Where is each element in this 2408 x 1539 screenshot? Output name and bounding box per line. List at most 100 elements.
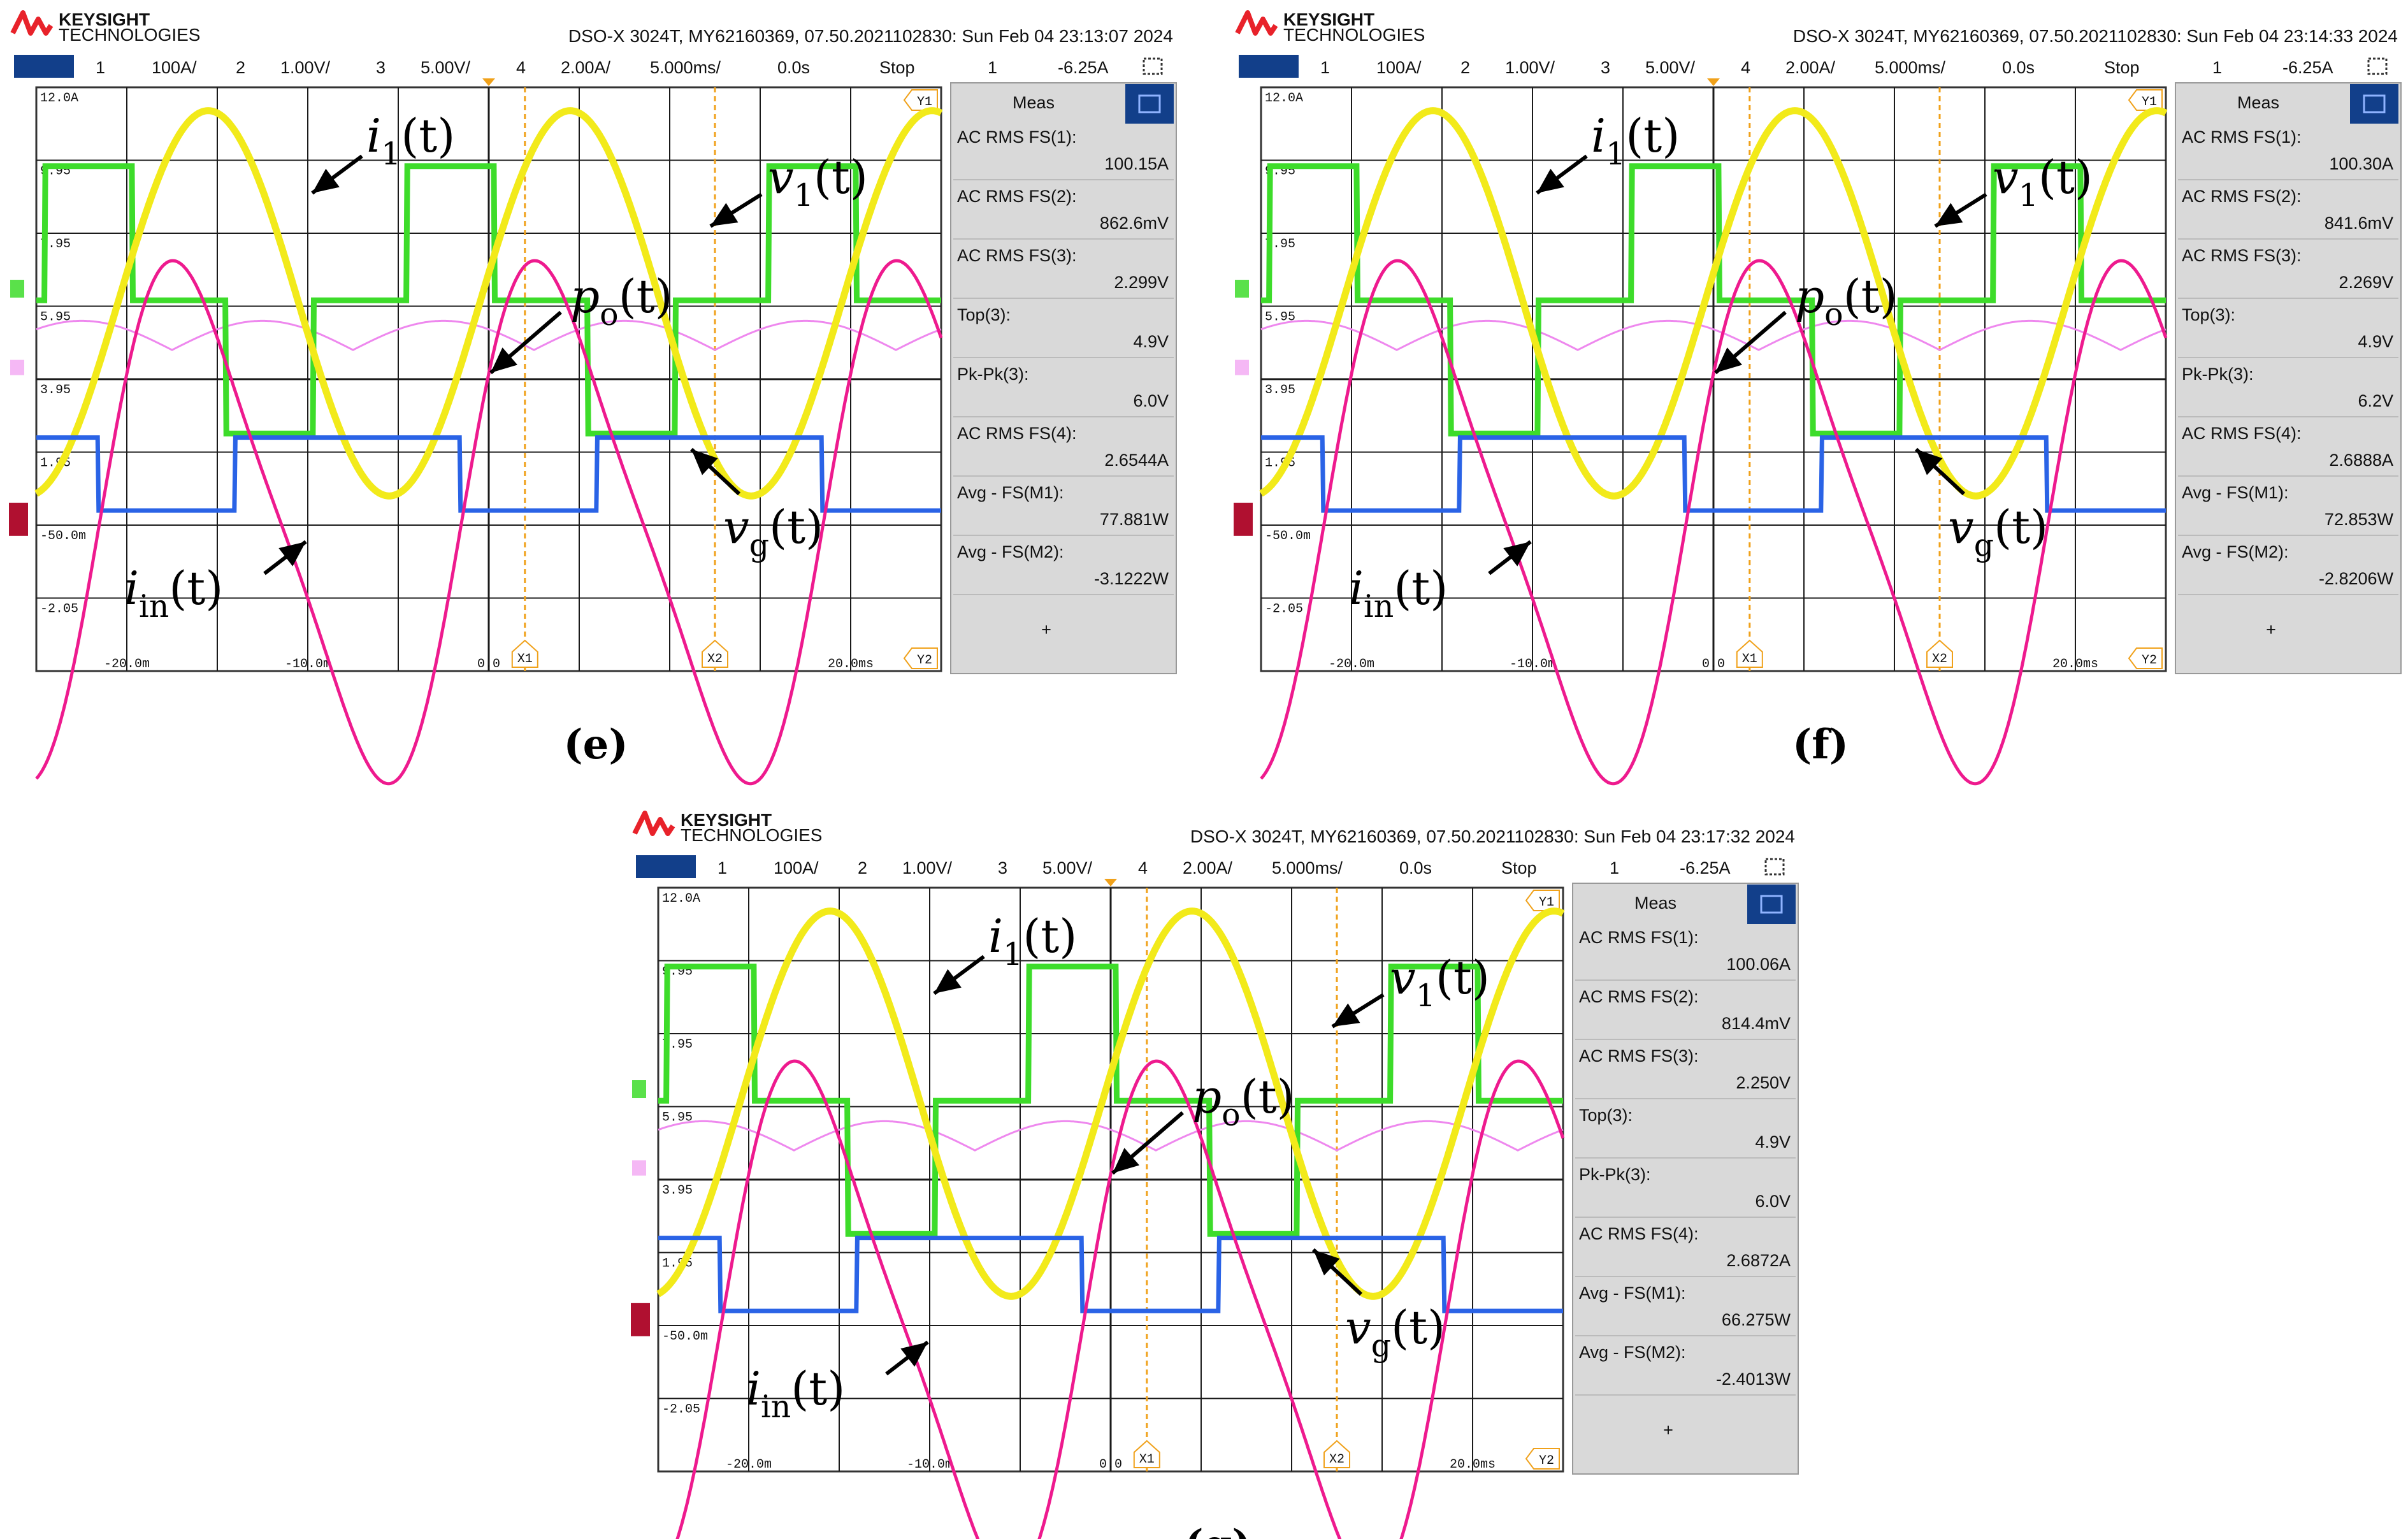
x-tick-label: 20.0ms <box>828 657 874 672</box>
y-tick-label: 3.95 <box>662 1183 693 1198</box>
meas-value-1: 841.6mV <box>2325 213 2393 233</box>
channel-bar-item-2: 2 <box>236 58 245 77</box>
cursor-tag-label: X2 <box>1932 652 1947 667</box>
meas-label-3: Top(3): <box>957 305 1011 324</box>
cursor-tag-label: X1 <box>517 652 533 667</box>
brand-subtitle: TECHNOLOGIES <box>1283 25 1425 45</box>
brand-name: KEYSIGHT <box>681 810 772 830</box>
cursor-tag <box>2128 647 2163 669</box>
channel-bar-item-1: 100A/ <box>774 858 819 878</box>
meas-label-7: Avg - FS(M2): <box>1579 1343 1686 1362</box>
channel-bar-item-10: Stop <box>879 58 915 77</box>
channel-bar-item-9: 0.0s <box>1399 858 1432 878</box>
brand-subtitle: TECHNOLOGIES <box>59 25 200 45</box>
annotation-po: po(t) <box>1795 270 1898 333</box>
annotation-vg: vg(t) <box>1948 500 2048 563</box>
channel-bar-item-12: -6.25A <box>1680 858 1731 878</box>
channel-bar-item-7: 2.00A/ <box>561 58 611 77</box>
annotation-po-arrow-head <box>1113 1148 1140 1173</box>
meas-label-6: Avg - FS(M1): <box>957 483 1064 502</box>
cursor-tag <box>1926 639 1953 668</box>
zoom-box-icon[interactable] <box>1143 57 1163 75</box>
cursor-tag-label: Y2 <box>2142 653 2157 668</box>
cursor-tag <box>1525 1448 1560 1470</box>
y-tick-label: -50.0m <box>662 1329 708 1344</box>
cursor-tag-label: X1 <box>1139 1452 1155 1467</box>
instrument-header: DSO-X 3024T, MY62160369, 07.50.202110283… <box>1190 827 1795 846</box>
brand-subtitle: TECHNOLOGIES <box>681 825 822 845</box>
meas-label-7: Avg - FS(M2): <box>2182 542 2289 561</box>
annotations: i1(t) v1(t) po(t) vg(t) iin(t) <box>746 909 1490 1425</box>
ch4-ground-marker <box>631 1303 650 1336</box>
y-tick-label: 5.95 <box>662 1111 693 1125</box>
annotation-vg-arrow-head <box>691 449 718 475</box>
meas-label-2: AC RMS FS(3): <box>957 246 1077 265</box>
meas-label-3: Top(3): <box>1579 1106 1633 1125</box>
channel-bar-item-2: 2 <box>858 858 867 878</box>
channel-bar-item-4: 3 <box>376 58 386 77</box>
trigger-marker-icon <box>1707 78 1720 86</box>
meas-label-6: Avg - FS(M1): <box>2182 483 2289 502</box>
series-v1 <box>36 163 941 437</box>
annotation-vg-arrow-head <box>1313 1250 1340 1276</box>
meas-add-button: + <box>1663 1420 1673 1440</box>
channel-bar-button[interactable] <box>1239 55 1299 78</box>
meas-value-0: 100.15A <box>1104 154 1169 173</box>
x-tick-label: -10.0m <box>285 657 331 672</box>
meas-menu-button[interactable] <box>1125 84 1174 124</box>
y-tick-label: -2.05 <box>1265 602 1303 617</box>
series-po <box>1260 319 2166 351</box>
channel-bar-item-9: 0.0s <box>777 58 810 77</box>
x-tick-label: -20.0m <box>104 657 150 672</box>
annotation-i1-arrow-head <box>312 168 340 193</box>
meas-value-2: 2.269V <box>2339 273 2393 292</box>
channel-bar-item-4: 3 <box>998 858 1007 878</box>
annotation-v1: v1(t) <box>768 150 868 213</box>
channel-bar-item-8: 5.000ms/ <box>1875 58 1946 77</box>
zoom-box-icon[interactable] <box>1764 858 1785 876</box>
meas-value-5: 2.6544A <box>1104 451 1169 470</box>
annotation-i1: i1(t) <box>988 909 1077 972</box>
annotation-iin-arrow-head <box>278 542 306 567</box>
annotation-iin-arrow-head <box>1503 542 1531 567</box>
series-iin <box>35 259 943 786</box>
meas-value-6: 77.881W <box>1100 510 1169 529</box>
cursor-tag <box>903 647 938 669</box>
cursor-tag-label: X2 <box>1329 1452 1345 1467</box>
ch2-ground-marker <box>632 1080 646 1099</box>
channel-bar: 1 100A/2 1.00V/3 5.00V/4 2.00A/5.000ms/0.0s S… <box>14 55 1163 78</box>
y-tick-label: 7.95 <box>1265 237 1295 252</box>
cursor-tag-label: X1 <box>1742 652 1757 667</box>
series-vg <box>1261 435 2166 513</box>
y-tick-label: -50.0m <box>1265 529 1311 544</box>
channel-bar: 1 100A/2 1.00V/3 5.00V/4 2.00A/5.000ms/0.0s S… <box>636 855 1785 878</box>
meas-value-5: 2.6888A <box>2329 451 2393 470</box>
keysight-logo-icon <box>632 811 675 836</box>
channel-bar: 1 100A/2 1.00V/3 5.00V/4 2.00A/5.000ms/0.0s S… <box>1239 55 2388 78</box>
x-tick-label: 0.0 <box>1099 1457 1122 1472</box>
cursors: X1 X2 Y1 Y2 <box>1736 87 2163 671</box>
cursor-tag <box>1133 1440 1160 1468</box>
meas-value-4: 6.0V <box>1755 1192 1791 1211</box>
zoom-box-icon[interactable] <box>2367 57 2388 75</box>
panel-caption: (f) <box>1792 721 1849 769</box>
meas-value-2: 2.299V <box>1114 273 1169 292</box>
channel-bar-item-0: 1 <box>717 858 727 878</box>
cursor-tag <box>1736 639 1763 668</box>
series-po <box>658 1120 1564 1152</box>
annotation-po-arrow-head <box>1715 347 1743 373</box>
y-tick-label: 7.95 <box>662 1037 693 1052</box>
measurement-panel: Meas AC RMS FS(1): 100.06A AC RMS FS(2): 814… <box>1572 883 1799 1475</box>
annotations: i1(t) v1(t) po(t) vg(t) iin(t) <box>1349 109 2093 625</box>
meas-label-5: AC RMS FS(4): <box>1579 1224 1699 1243</box>
channel-bar-item-6: 4 <box>516 58 526 77</box>
channel-bar-button[interactable] <box>636 855 696 878</box>
meas-label-5: AC RMS FS(4): <box>2182 424 2302 443</box>
meas-menu-button[interactable] <box>1747 885 1796 924</box>
meas-value-0: 100.06A <box>1726 955 1791 974</box>
meas-menu-button[interactable] <box>2350 84 2398 124</box>
channel-bar-item-1: 100A/ <box>1376 58 1422 77</box>
channel-bar-button[interactable] <box>14 55 74 78</box>
annotation-i1-arrow-head <box>1537 168 1564 193</box>
